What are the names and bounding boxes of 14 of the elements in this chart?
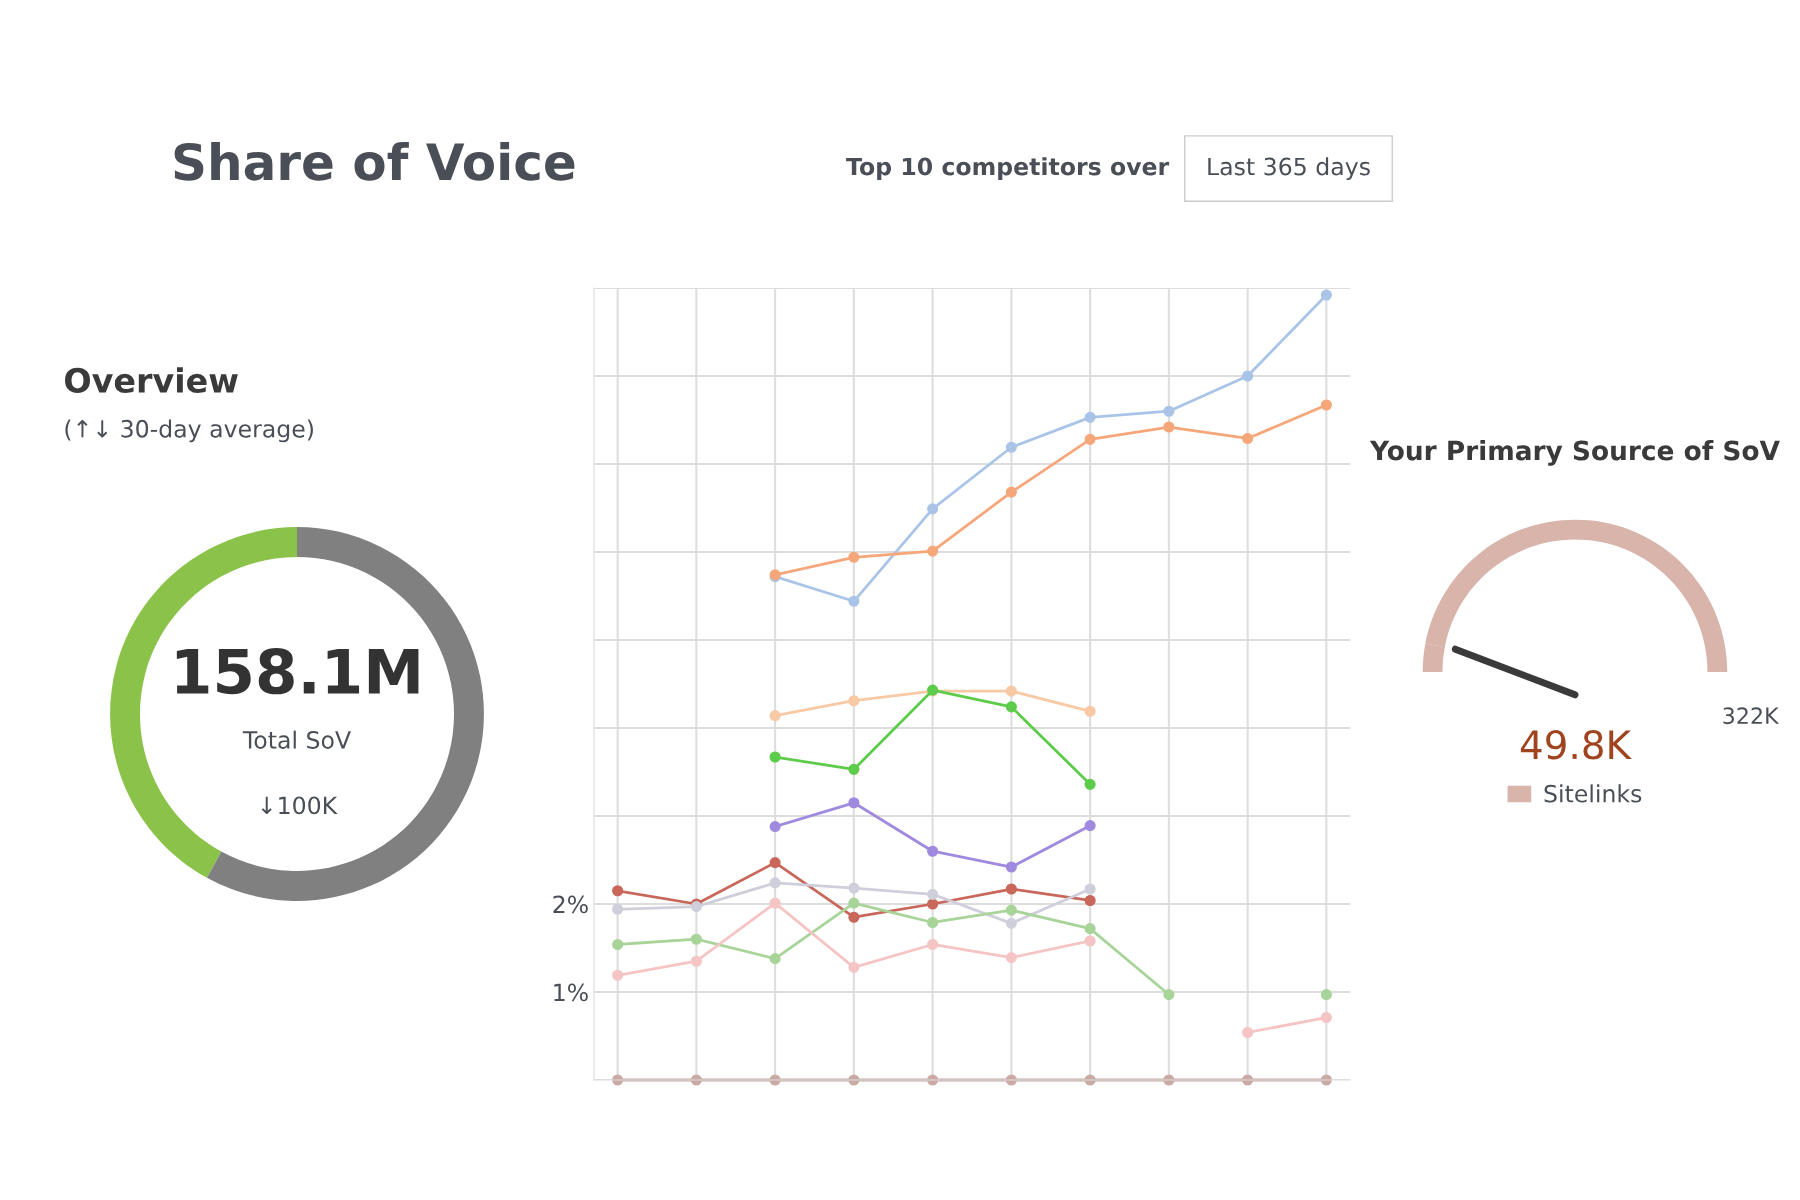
text: ↓100K (261, 796, 338, 815)
text: 49.8K (1520, 730, 1632, 760)
chart-title: Overview (65, 367, 238, 393)
text: Top 10 competitors over (846, 157, 1170, 180)
text: Last 365 days (1208, 157, 1370, 180)
y-tick-label: 1% (554, 983, 588, 1002)
y-tick-label: 2% (553, 895, 588, 914)
text: 158.1M (176, 648, 419, 695)
legend-label: Sitelinks (1544, 784, 1642, 803)
chart-subtitle: (↑↓ 30-day average) (65, 419, 313, 443)
text: 322K (1723, 707, 1780, 725)
text: Total SoV (242, 730, 351, 749)
chart-title: Your Primary Source of SoV (1369, 440, 1780, 466)
chart-title: Share of Voice (174, 142, 575, 181)
